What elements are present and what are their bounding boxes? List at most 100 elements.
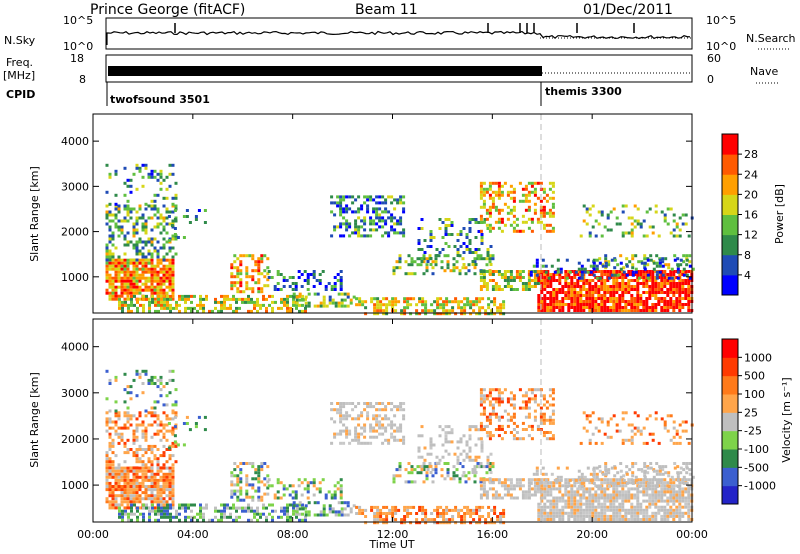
velocity-cell — [494, 400, 498, 404]
velocity-cell — [678, 514, 682, 518]
velocity-cell — [236, 480, 240, 484]
power-cell — [619, 261, 623, 265]
power-cell — [579, 297, 583, 300]
velocity-cell — [521, 493, 525, 497]
power-cell — [561, 297, 565, 300]
velocity-cell — [245, 495, 249, 499]
power-cell — [420, 248, 424, 251]
velocity-cell — [542, 418, 546, 422]
power-cell — [129, 190, 133, 194]
velocity-cell — [144, 451, 148, 455]
power-cell — [612, 288, 616, 291]
velocity-cell — [576, 487, 580, 491]
power-cell — [260, 257, 264, 261]
velocity-cell — [147, 382, 151, 385]
power-cell — [482, 282, 486, 285]
velocity-cell — [396, 438, 400, 442]
power-cell — [651, 294, 655, 297]
power-cell — [132, 261, 136, 265]
power-cell — [631, 254, 635, 258]
power-cell — [627, 216, 631, 220]
power-cell — [440, 260, 444, 264]
velocity-cell — [422, 462, 426, 465]
velocity-cell — [431, 468, 435, 472]
power-cell — [582, 303, 586, 306]
power-cell — [621, 210, 625, 214]
power-cell — [229, 303, 232, 307]
velocity-cell — [636, 414, 640, 418]
power-cell — [642, 306, 646, 309]
power-cell — [493, 300, 497, 304]
velocity-cell — [282, 487, 286, 491]
velocity-cell — [196, 518, 199, 522]
power-cell — [165, 276, 169, 280]
velocity-cell — [168, 481, 172, 485]
velocity-cell — [618, 484, 622, 488]
velocity-cell — [346, 504, 350, 508]
velocity-cell — [118, 512, 121, 516]
power-cell — [591, 309, 595, 312]
velocity-cell — [540, 493, 544, 497]
power-cell — [648, 285, 652, 288]
power-cell — [114, 246, 118, 250]
power-cell — [486, 254, 490, 257]
velocity-cell — [339, 441, 343, 445]
velocity-cell — [633, 487, 637, 491]
velocity-cell — [618, 518, 622, 521]
power-cell — [496, 309, 500, 313]
power-cell — [515, 270, 519, 273]
velocity-cell — [379, 512, 383, 515]
power-cell — [555, 294, 559, 297]
power-cell — [549, 297, 553, 300]
power-cell — [548, 223, 552, 227]
velocity-cell — [173, 434, 177, 438]
power-cell — [111, 252, 115, 256]
velocity-cell — [648, 518, 652, 521]
velocity-cell — [199, 509, 202, 513]
power-cell — [633, 300, 637, 303]
velocity-cell — [684, 487, 688, 491]
velocity-cell — [384, 417, 388, 421]
power-cell — [621, 291, 625, 294]
power-cell — [301, 309, 304, 313]
power-cell — [126, 204, 130, 208]
velocity-cell — [612, 490, 616, 494]
power-cell — [660, 297, 664, 300]
power-cell — [453, 245, 457, 248]
power-cell — [646, 276, 650, 280]
power-cell — [382, 309, 386, 313]
velocity-cell — [333, 408, 337, 412]
power-cell — [178, 309, 181, 313]
velocity-cell — [254, 477, 258, 481]
power-cell — [425, 269, 429, 273]
velocity-cell — [621, 484, 625, 488]
velocity-cell — [471, 425, 475, 429]
velocity-cell — [627, 511, 631, 515]
power-cell — [417, 239, 421, 242]
velocity-cell — [358, 505, 362, 509]
power-cell — [552, 279, 556, 282]
power-cell — [319, 301, 323, 305]
velocity-cell — [382, 518, 386, 522]
power-cell — [622, 270, 626, 274]
velocity-cell — [235, 515, 238, 519]
power-cell — [636, 288, 640, 291]
velocity-cell — [345, 411, 349, 415]
velocity-cell — [615, 518, 619, 521]
power-cell — [108, 267, 112, 271]
power-cell — [105, 279, 109, 283]
velocity-cell — [463, 521, 467, 525]
velocity-cell — [429, 464, 433, 468]
velocity-cell — [111, 441, 115, 445]
power-cell — [482, 205, 486, 209]
velocity-cell — [239, 480, 243, 484]
power-cell — [542, 187, 546, 191]
velocity-cell — [681, 505, 685, 509]
power-cell — [422, 272, 426, 276]
velocity-cell — [132, 414, 136, 418]
velocity-cell — [424, 515, 428, 518]
power-cell — [381, 201, 385, 205]
velocity-cell — [395, 474, 399, 478]
power-cell — [150, 204, 154, 208]
velocity-cell — [573, 514, 577, 518]
